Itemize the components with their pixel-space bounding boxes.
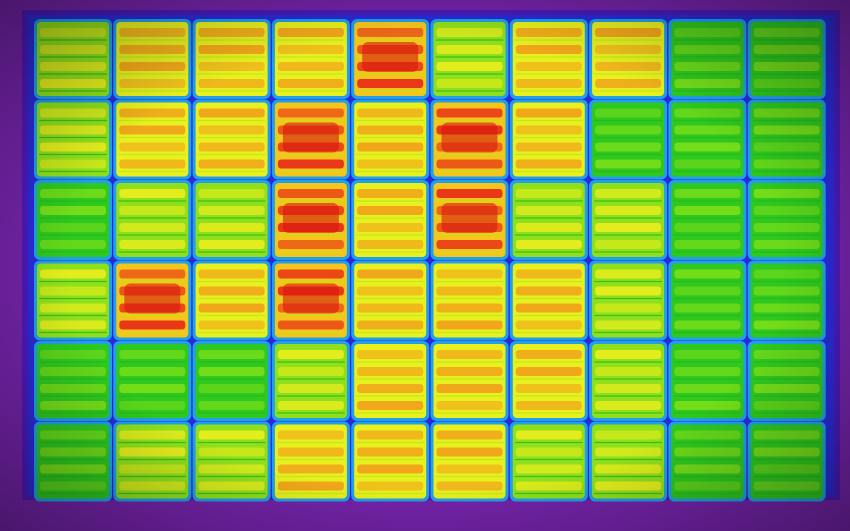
thermal-image	[0, 0, 850, 531]
page: Thermal image {} html, body { margin: 0;…	[0, 0, 850, 531]
page-body: (() => { const data = JSON.parse(documen…	[0, 0, 850, 531]
vignette	[0, 0, 850, 531]
